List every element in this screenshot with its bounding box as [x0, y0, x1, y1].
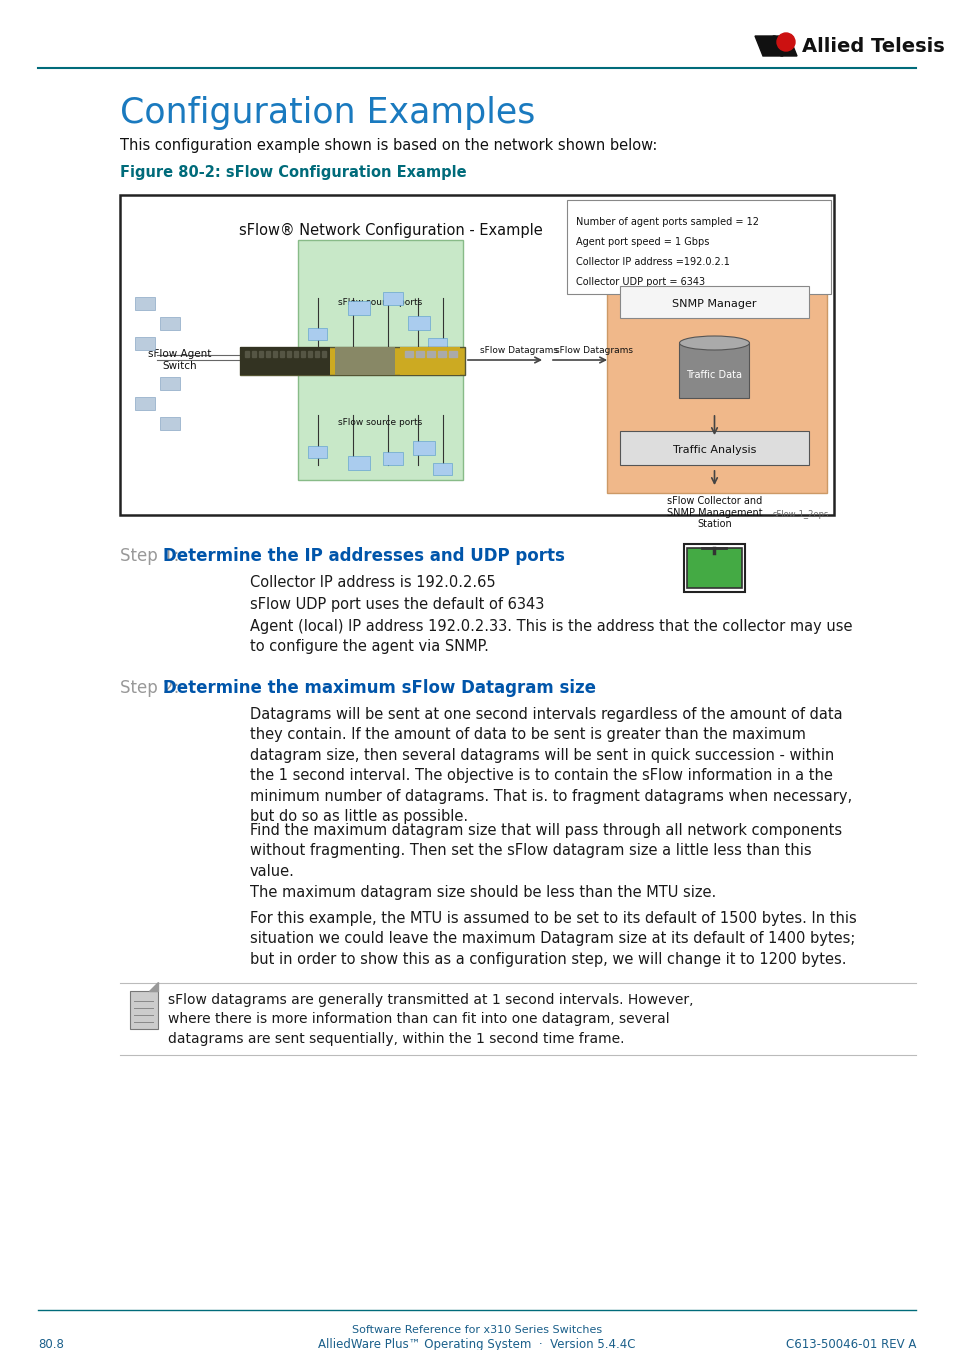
Text: The maximum datagram size should be less than the MTU size.: The maximum datagram size should be less…: [250, 886, 716, 900]
FancyBboxPatch shape: [120, 194, 833, 514]
Text: sFlow Collector and
SNMP Management
Station: sFlow Collector and SNMP Management Stat…: [666, 495, 761, 529]
Text: This configuration example shown is based on the network shown below:: This configuration example shown is base…: [120, 138, 657, 153]
FancyBboxPatch shape: [160, 317, 180, 329]
Bar: [449, 351, 456, 356]
Polygon shape: [772, 36, 796, 55]
Text: Configuration Examples: Configuration Examples: [120, 96, 535, 130]
FancyBboxPatch shape: [413, 441, 435, 455]
Text: Collector UDP port = 6343: Collector UDP port = 6343: [576, 277, 704, 288]
Text: sFlow Agent
Switch: sFlow Agent Switch: [148, 350, 212, 371]
FancyBboxPatch shape: [160, 417, 180, 431]
FancyBboxPatch shape: [566, 200, 830, 294]
FancyBboxPatch shape: [606, 243, 826, 493]
Text: Number of agent ports sampled = 12: Number of agent ports sampled = 12: [576, 217, 759, 227]
Bar: [322, 351, 326, 356]
FancyBboxPatch shape: [135, 397, 154, 410]
FancyBboxPatch shape: [160, 377, 180, 390]
Bar: [245, 351, 249, 356]
Bar: [294, 351, 297, 356]
Text: Step 1:: Step 1:: [120, 547, 185, 566]
Circle shape: [776, 32, 794, 51]
Text: Agent port speed = 1 Gbps: Agent port speed = 1 Gbps: [576, 238, 709, 247]
FancyBboxPatch shape: [335, 347, 395, 375]
FancyBboxPatch shape: [297, 240, 462, 481]
Text: Allied Telesis: Allied Telesis: [801, 36, 943, 55]
FancyBboxPatch shape: [135, 297, 154, 310]
Bar: [416, 351, 423, 356]
Text: Traffic Analysis: Traffic Analysis: [672, 446, 756, 455]
Bar: [258, 351, 263, 356]
Text: sFlow Datagrams: sFlow Datagrams: [479, 346, 558, 355]
Bar: [252, 351, 255, 356]
FancyBboxPatch shape: [679, 343, 749, 398]
FancyBboxPatch shape: [240, 347, 464, 375]
FancyBboxPatch shape: [348, 456, 370, 470]
FancyBboxPatch shape: [686, 548, 741, 589]
FancyBboxPatch shape: [308, 446, 327, 458]
Text: For this example, the MTU is assumed to be set to its default of 1500 bytes. In : For this example, the MTU is assumed to …: [250, 911, 856, 967]
Text: Collector IP address =192.0.2.1: Collector IP address =192.0.2.1: [576, 256, 729, 267]
FancyBboxPatch shape: [135, 338, 154, 350]
Text: Find the maximum datagram size that will pass through all network components
wit: Find the maximum datagram size that will…: [250, 824, 841, 879]
Bar: [405, 351, 413, 356]
FancyBboxPatch shape: [619, 286, 808, 319]
Bar: [314, 351, 318, 356]
Polygon shape: [754, 36, 782, 55]
Text: sFlow Datagrams: sFlow Datagrams: [555, 346, 633, 355]
FancyBboxPatch shape: [308, 328, 327, 340]
FancyBboxPatch shape: [382, 452, 402, 464]
Text: Software Reference for x310 Series Switches: Software Reference for x310 Series Switc…: [352, 1324, 601, 1335]
FancyBboxPatch shape: [428, 338, 447, 350]
Text: Collector IP address is 192.0.2.65: Collector IP address is 192.0.2.65: [250, 575, 496, 590]
Text: Determine the maximum sFlow Datagram size: Determine the maximum sFlow Datagram siz…: [163, 679, 596, 697]
Bar: [287, 351, 291, 356]
Ellipse shape: [679, 336, 749, 350]
FancyBboxPatch shape: [433, 463, 452, 475]
FancyBboxPatch shape: [399, 347, 459, 375]
Bar: [273, 351, 276, 356]
Text: 80.8: 80.8: [38, 1338, 64, 1350]
Polygon shape: [149, 981, 158, 991]
Text: sFlow datagrams are generally transmitted at 1 second intervals. However,
where : sFlow datagrams are generally transmitte…: [168, 994, 693, 1046]
Text: sFlow UDP port uses the default of 6343: sFlow UDP port uses the default of 6343: [250, 597, 544, 612]
Bar: [308, 351, 312, 356]
Text: sFlow® Network Configuration - Example: sFlow® Network Configuration - Example: [239, 223, 542, 238]
FancyBboxPatch shape: [348, 301, 370, 315]
FancyBboxPatch shape: [408, 316, 430, 329]
Text: sFlow-1_2eps: sFlow-1_2eps: [772, 510, 828, 518]
FancyBboxPatch shape: [130, 991, 158, 1029]
Text: AlliedWare Plus™ Operating System  ·  Version 5.4.4C: AlliedWare Plus™ Operating System · Vers…: [318, 1338, 635, 1350]
Bar: [301, 351, 305, 356]
Text: Determine the IP addresses and UDP ports: Determine the IP addresses and UDP ports: [163, 547, 564, 566]
Text: C613-50046-01 REV A: C613-50046-01 REV A: [785, 1338, 915, 1350]
Text: Traffic Data: Traffic Data: [686, 370, 741, 379]
Text: Step 2:: Step 2:: [120, 679, 185, 697]
FancyBboxPatch shape: [619, 431, 808, 464]
Bar: [280, 351, 284, 356]
Bar: [266, 351, 270, 356]
Text: Figure 80-2: sFlow Configuration Example: Figure 80-2: sFlow Configuration Example: [120, 165, 466, 180]
Text: Agent (local) IP address 192.0.2.33. This is the address that the collector may : Agent (local) IP address 192.0.2.33. Thi…: [250, 620, 852, 655]
Bar: [437, 351, 446, 356]
Bar: [427, 351, 435, 356]
FancyBboxPatch shape: [240, 347, 330, 375]
Text: sFlow source ports: sFlow source ports: [338, 298, 422, 306]
Text: sFlow source ports: sFlow source ports: [338, 418, 422, 427]
Text: SNMP Manager: SNMP Manager: [672, 298, 756, 309]
FancyBboxPatch shape: [382, 292, 402, 305]
Text: Datagrams will be sent at one second intervals regardless of the amount of data
: Datagrams will be sent at one second int…: [250, 707, 851, 823]
